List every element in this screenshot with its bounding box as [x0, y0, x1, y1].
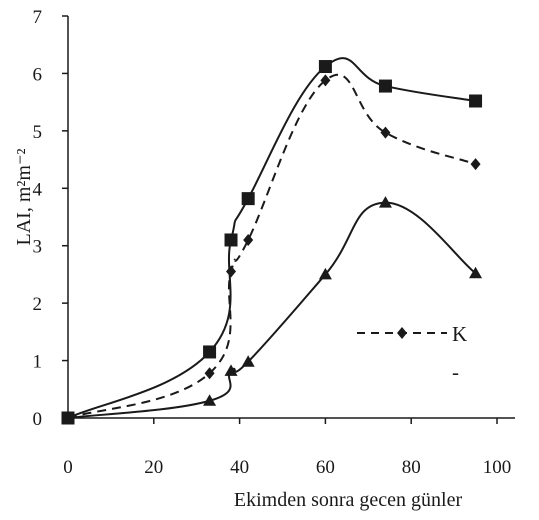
y-tick-label: 1	[33, 352, 43, 373]
legend-label-k: K	[452, 322, 467, 346]
x-tick-label: 20	[144, 457, 163, 478]
series-3-point	[203, 394, 217, 406]
series-3-point	[224, 364, 238, 376]
x-tick-label: 100	[483, 457, 512, 478]
y-tick-label: 5	[33, 122, 43, 143]
series-3-point	[469, 266, 483, 279]
axes: 0 1 2 3 4 5 6 7 0 20 40 60 80 100	[33, 7, 515, 478]
series-1-point	[469, 94, 483, 108]
x-axis-title: Ekimden sonra gecen günler	[234, 489, 463, 511]
y-tick-label: 4	[33, 179, 43, 200]
series-1-point	[378, 79, 392, 93]
series-3-line	[67, 201, 477, 419]
series-1-point	[203, 345, 217, 359]
legend: K -	[357, 322, 467, 384]
series-3	[67, 196, 483, 419]
series-layer	[61, 57, 483, 425]
legend-label-2: -	[452, 360, 459, 384]
y-tick-label: 0	[33, 409, 43, 430]
x-tick-label: 80	[402, 457, 421, 478]
series-3-point	[241, 355, 255, 367]
series-2-point	[320, 74, 331, 87]
origin-point	[61, 411, 75, 425]
series-2-point	[470, 158, 481, 171]
series-1-line	[67, 57, 476, 419]
series-2-point	[243, 233, 254, 246]
series-2-point	[204, 367, 215, 380]
y-tick-label: 6	[33, 64, 43, 85]
series-3-point	[318, 267, 332, 280]
series-1-point	[241, 192, 255, 206]
x-tick-label: 60	[316, 457, 335, 478]
series-1-point	[318, 60, 332, 74]
x-tick-label: 0	[63, 457, 73, 478]
y-tick-label: 2	[33, 294, 43, 315]
legend-marker-k	[397, 327, 407, 339]
series-2-line	[67, 73, 476, 419]
series-2	[67, 73, 481, 419]
y-tick-label: 3	[33, 237, 43, 258]
x-tick-label: 40	[230, 457, 249, 478]
y-tick-label: 7	[33, 7, 43, 28]
series-2-point	[380, 126, 391, 139]
series-1-point	[224, 233, 238, 247]
series-1	[67, 57, 483, 419]
y-axis-title: LAI, m²m⁻²	[13, 149, 35, 246]
series-2-point	[226, 265, 237, 278]
series-3-point	[378, 196, 392, 208]
